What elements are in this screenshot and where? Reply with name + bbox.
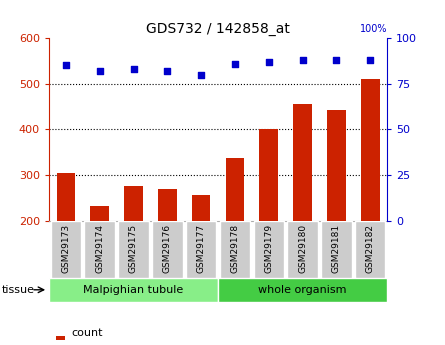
Text: GSM29175: GSM29175 xyxy=(129,224,138,273)
FancyBboxPatch shape xyxy=(254,221,284,278)
Bar xyxy=(90,206,109,221)
FancyBboxPatch shape xyxy=(321,221,352,278)
Point xyxy=(367,57,374,63)
Text: GSM29177: GSM29177 xyxy=(197,224,206,273)
Bar xyxy=(218,278,387,302)
Text: GSM29173: GSM29173 xyxy=(61,224,70,273)
Bar xyxy=(158,189,177,221)
Text: tissue: tissue xyxy=(2,285,35,295)
FancyBboxPatch shape xyxy=(51,221,81,278)
Point xyxy=(130,66,137,72)
Text: whole organism: whole organism xyxy=(259,285,347,295)
FancyBboxPatch shape xyxy=(118,221,149,278)
Text: GSM29179: GSM29179 xyxy=(264,224,273,273)
Point xyxy=(231,61,239,66)
Bar xyxy=(327,110,346,221)
Point xyxy=(299,57,306,63)
Title: GDS732 / 142858_at: GDS732 / 142858_at xyxy=(146,21,290,36)
Text: GSM29176: GSM29176 xyxy=(163,224,172,273)
FancyBboxPatch shape xyxy=(85,221,115,278)
Text: Malpighian tubule: Malpighian tubule xyxy=(83,285,184,295)
Point xyxy=(164,68,171,73)
Point xyxy=(96,68,103,73)
Point xyxy=(333,57,340,63)
Text: GSM29174: GSM29174 xyxy=(95,224,104,273)
FancyBboxPatch shape xyxy=(152,221,182,278)
Bar xyxy=(226,158,244,221)
Bar xyxy=(192,195,210,221)
Bar xyxy=(293,104,312,221)
Point xyxy=(62,63,69,68)
Bar xyxy=(361,79,380,221)
FancyBboxPatch shape xyxy=(287,221,318,278)
Text: GSM29180: GSM29180 xyxy=(298,224,307,273)
FancyBboxPatch shape xyxy=(186,221,216,278)
Point xyxy=(198,72,205,77)
Text: GSM29181: GSM29181 xyxy=(332,224,341,273)
Bar xyxy=(57,173,75,221)
Bar xyxy=(56,336,65,340)
FancyBboxPatch shape xyxy=(220,221,250,278)
Text: count: count xyxy=(72,328,103,338)
FancyBboxPatch shape xyxy=(355,221,385,278)
Text: GSM29178: GSM29178 xyxy=(231,224,239,273)
Point xyxy=(265,59,272,65)
Bar xyxy=(49,278,218,302)
Bar xyxy=(124,186,143,221)
Text: GSM29182: GSM29182 xyxy=(366,224,375,273)
Bar xyxy=(259,129,278,221)
Text: 100%: 100% xyxy=(360,24,387,34)
